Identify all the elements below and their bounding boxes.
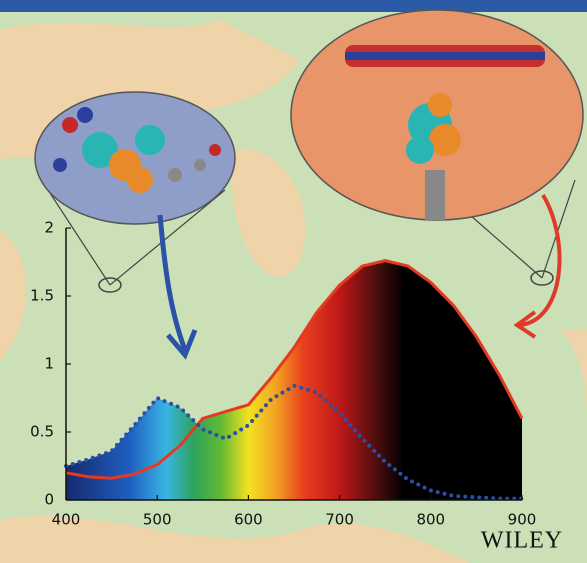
y-tick-label: 0.5: [30, 423, 54, 441]
x-tick-label: 900: [508, 511, 537, 529]
plot: 0 0.5 1 1.5 2 400 500 600 700 800 900: [30, 219, 536, 529]
x-tick-label: 500: [143, 511, 172, 529]
publisher-logo: WILEY: [481, 528, 563, 554]
x-tick-label: 700: [325, 511, 354, 529]
marker-ring: [530, 270, 554, 286]
solid-curve: [65, 259, 524, 480]
x-tick-label: 800: [416, 511, 445, 529]
molecule: [345, 45, 545, 220]
y-tick-label: 0: [44, 491, 54, 509]
y-tick-label: 1: [44, 355, 54, 373]
arrow-head: [166, 329, 198, 360]
arrow: [157, 214, 188, 351]
banner: [0, 0, 587, 12]
connector: [469, 214, 543, 279]
blob: [0, 148, 587, 563]
connector: [47, 189, 111, 286]
arrow-head: [513, 310, 537, 339]
molecule: [53, 107, 221, 193]
spectrum-area: [66, 260, 522, 500]
x-tick-label: 400: [52, 511, 81, 529]
x-tick-label: 600: [234, 511, 263, 529]
spectrum-area: [66, 385, 522, 500]
connector: [109, 189, 226, 286]
y-tick-label: 1.5: [30, 287, 54, 305]
y-tick-label: 2: [44, 219, 54, 237]
arrow: [519, 193, 562, 327]
connector: [541, 179, 576, 279]
dotted-curve: [64, 383, 524, 501]
marker-ring: [98, 277, 122, 293]
